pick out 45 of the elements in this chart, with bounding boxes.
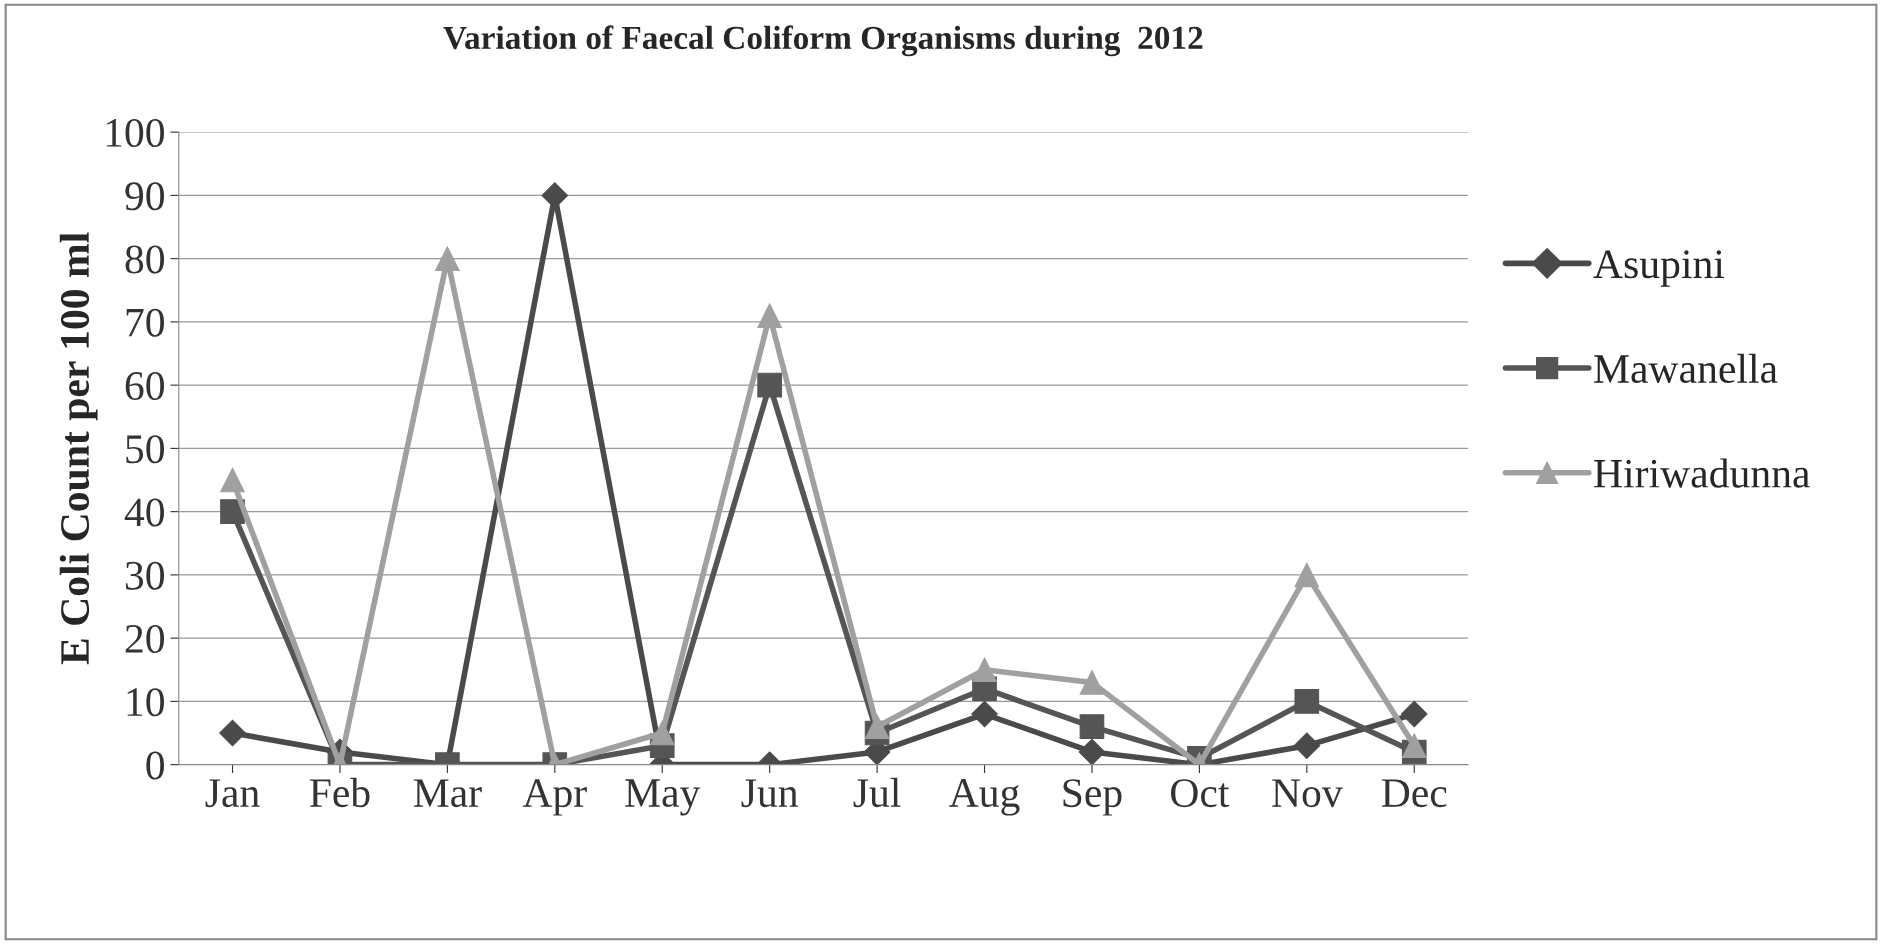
y-tick-label: 50 (126, 435, 165, 464)
y-tick-label: 10 (127, 688, 165, 717)
x-tick-label: Oct (1171, 779, 1230, 808)
x-tick-label: Dec (1381, 779, 1447, 808)
point (757, 303, 782, 328)
point (1294, 689, 1320, 714)
point (1079, 714, 1105, 740)
point (1401, 733, 1427, 758)
x-tick-label: Nov (1272, 779, 1343, 808)
x-tick-label: Jan (205, 779, 260, 808)
point (220, 467, 245, 493)
y-tick-label: 100 (106, 118, 165, 148)
point (435, 246, 460, 271)
legend-label: Asupini (1593, 250, 1725, 287)
x-tick-label: Jul (853, 777, 901, 808)
x-tick-label: Feb (309, 777, 370, 808)
point (972, 657, 997, 683)
x-tick-label: Mar (413, 779, 482, 808)
y-tick-label: 20 (125, 624, 165, 654)
point (1079, 670, 1105, 695)
point (864, 714, 890, 740)
legend-label: Hiriwadunna (1594, 458, 1810, 488)
y-tick-label: 30 (125, 561, 165, 590)
y-tick-label: 40 (124, 498, 165, 527)
x-tick-label: Apr (522, 779, 587, 816)
x-tick-label: Aug (949, 779, 1020, 816)
chart-title: Variation of Faecal Coliform Organisms during 2012 (443, 25, 1203, 57)
point (1400, 700, 1428, 728)
y-tick-label: 0 (146, 751, 165, 780)
x-tick-label: Sep (1063, 779, 1122, 816)
point (649, 720, 675, 746)
point (1078, 738, 1106, 765)
y-tick-label: 70 (126, 308, 165, 337)
point (1294, 562, 1320, 588)
y-axis-title: E Coli Count per 100 ml (59, 232, 98, 665)
point (971, 700, 998, 728)
point (219, 719, 246, 747)
y-tick-label: 60 (125, 371, 165, 401)
point (757, 372, 782, 398)
y-tick-label: 90 (125, 182, 165, 211)
point (1293, 732, 1321, 759)
x-tick-label: Jun (741, 779, 798, 808)
x-tick-label: May (625, 779, 701, 816)
legend-label: Mawanella (1594, 353, 1778, 384)
y-tick-label: 80 (125, 245, 165, 274)
